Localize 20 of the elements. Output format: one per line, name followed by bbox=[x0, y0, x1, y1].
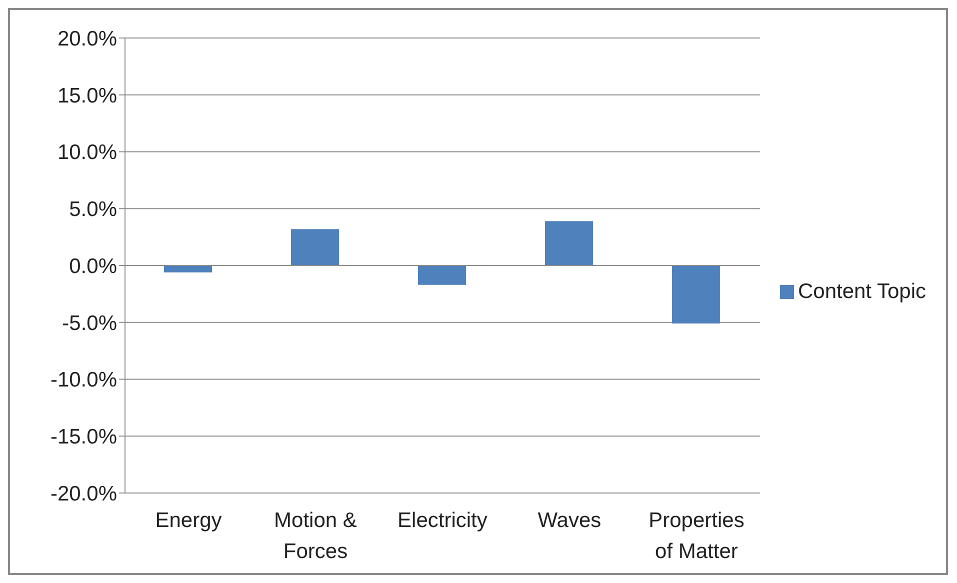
x-tick-label: Waves bbox=[538, 509, 602, 532]
y-tick-label: 15.0% bbox=[57, 84, 117, 108]
y-tick-label: -5.0% bbox=[62, 312, 117, 335]
bar bbox=[672, 266, 720, 324]
bar bbox=[290, 229, 339, 266]
x-tick-label: Motion & Forces bbox=[274, 509, 357, 563]
x-tick-label: Electricity bbox=[398, 509, 488, 532]
x-tick-label: Properties of Matter bbox=[648, 509, 744, 563]
y-tick-label: -20.0% bbox=[50, 482, 117, 506]
y-tick-label: 5.0% bbox=[69, 198, 117, 222]
y-tick-label: 20.0% bbox=[57, 27, 117, 50]
bar bbox=[418, 266, 466, 285]
bar bbox=[544, 221, 593, 266]
x-tick-label: Energy bbox=[155, 509, 222, 532]
y-tick-label: 0.0% bbox=[69, 254, 117, 278]
legend-label: Content Topic bbox=[798, 280, 926, 302]
y-tick-label: 10.0% bbox=[57, 141, 117, 164]
y-tick-label: -15.0% bbox=[50, 426, 117, 449]
y-tick-label: -10.0% bbox=[50, 368, 117, 392]
bar bbox=[164, 266, 212, 272]
